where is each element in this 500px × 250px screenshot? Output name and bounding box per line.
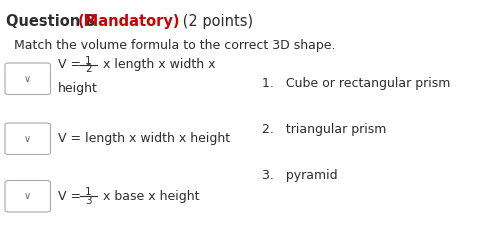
Text: 3: 3: [85, 196, 92, 206]
Text: 3.   pyramid: 3. pyramid: [262, 168, 338, 181]
Text: 1: 1: [85, 187, 92, 197]
Text: x base x height: x base x height: [100, 190, 200, 203]
Text: 2.   triangular prism: 2. triangular prism: [262, 124, 387, 136]
FancyBboxPatch shape: [5, 180, 51, 212]
Text: ∨: ∨: [24, 134, 32, 144]
Text: Question 8: Question 8: [6, 14, 101, 29]
Text: height: height: [58, 82, 98, 95]
Text: (2 points): (2 points): [178, 14, 252, 29]
Text: V =: V =: [58, 190, 84, 203]
Text: ∨: ∨: [24, 191, 32, 201]
Text: Match the volume formula to the correct 3D shape.: Match the volume formula to the correct …: [6, 39, 336, 52]
Text: 1.   Cube or rectangular prism: 1. Cube or rectangular prism: [262, 77, 451, 90]
Text: ∨: ∨: [24, 74, 32, 84]
Text: (Mandatory): (Mandatory): [78, 14, 180, 29]
Text: V =: V =: [58, 58, 84, 71]
FancyBboxPatch shape: [5, 63, 51, 94]
Text: 2: 2: [85, 64, 92, 74]
Text: 1: 1: [85, 56, 92, 66]
Text: x length x width x: x length x width x: [100, 58, 216, 71]
Text: V = length x width x height: V = length x width x height: [58, 132, 230, 145]
FancyBboxPatch shape: [5, 123, 51, 154]
